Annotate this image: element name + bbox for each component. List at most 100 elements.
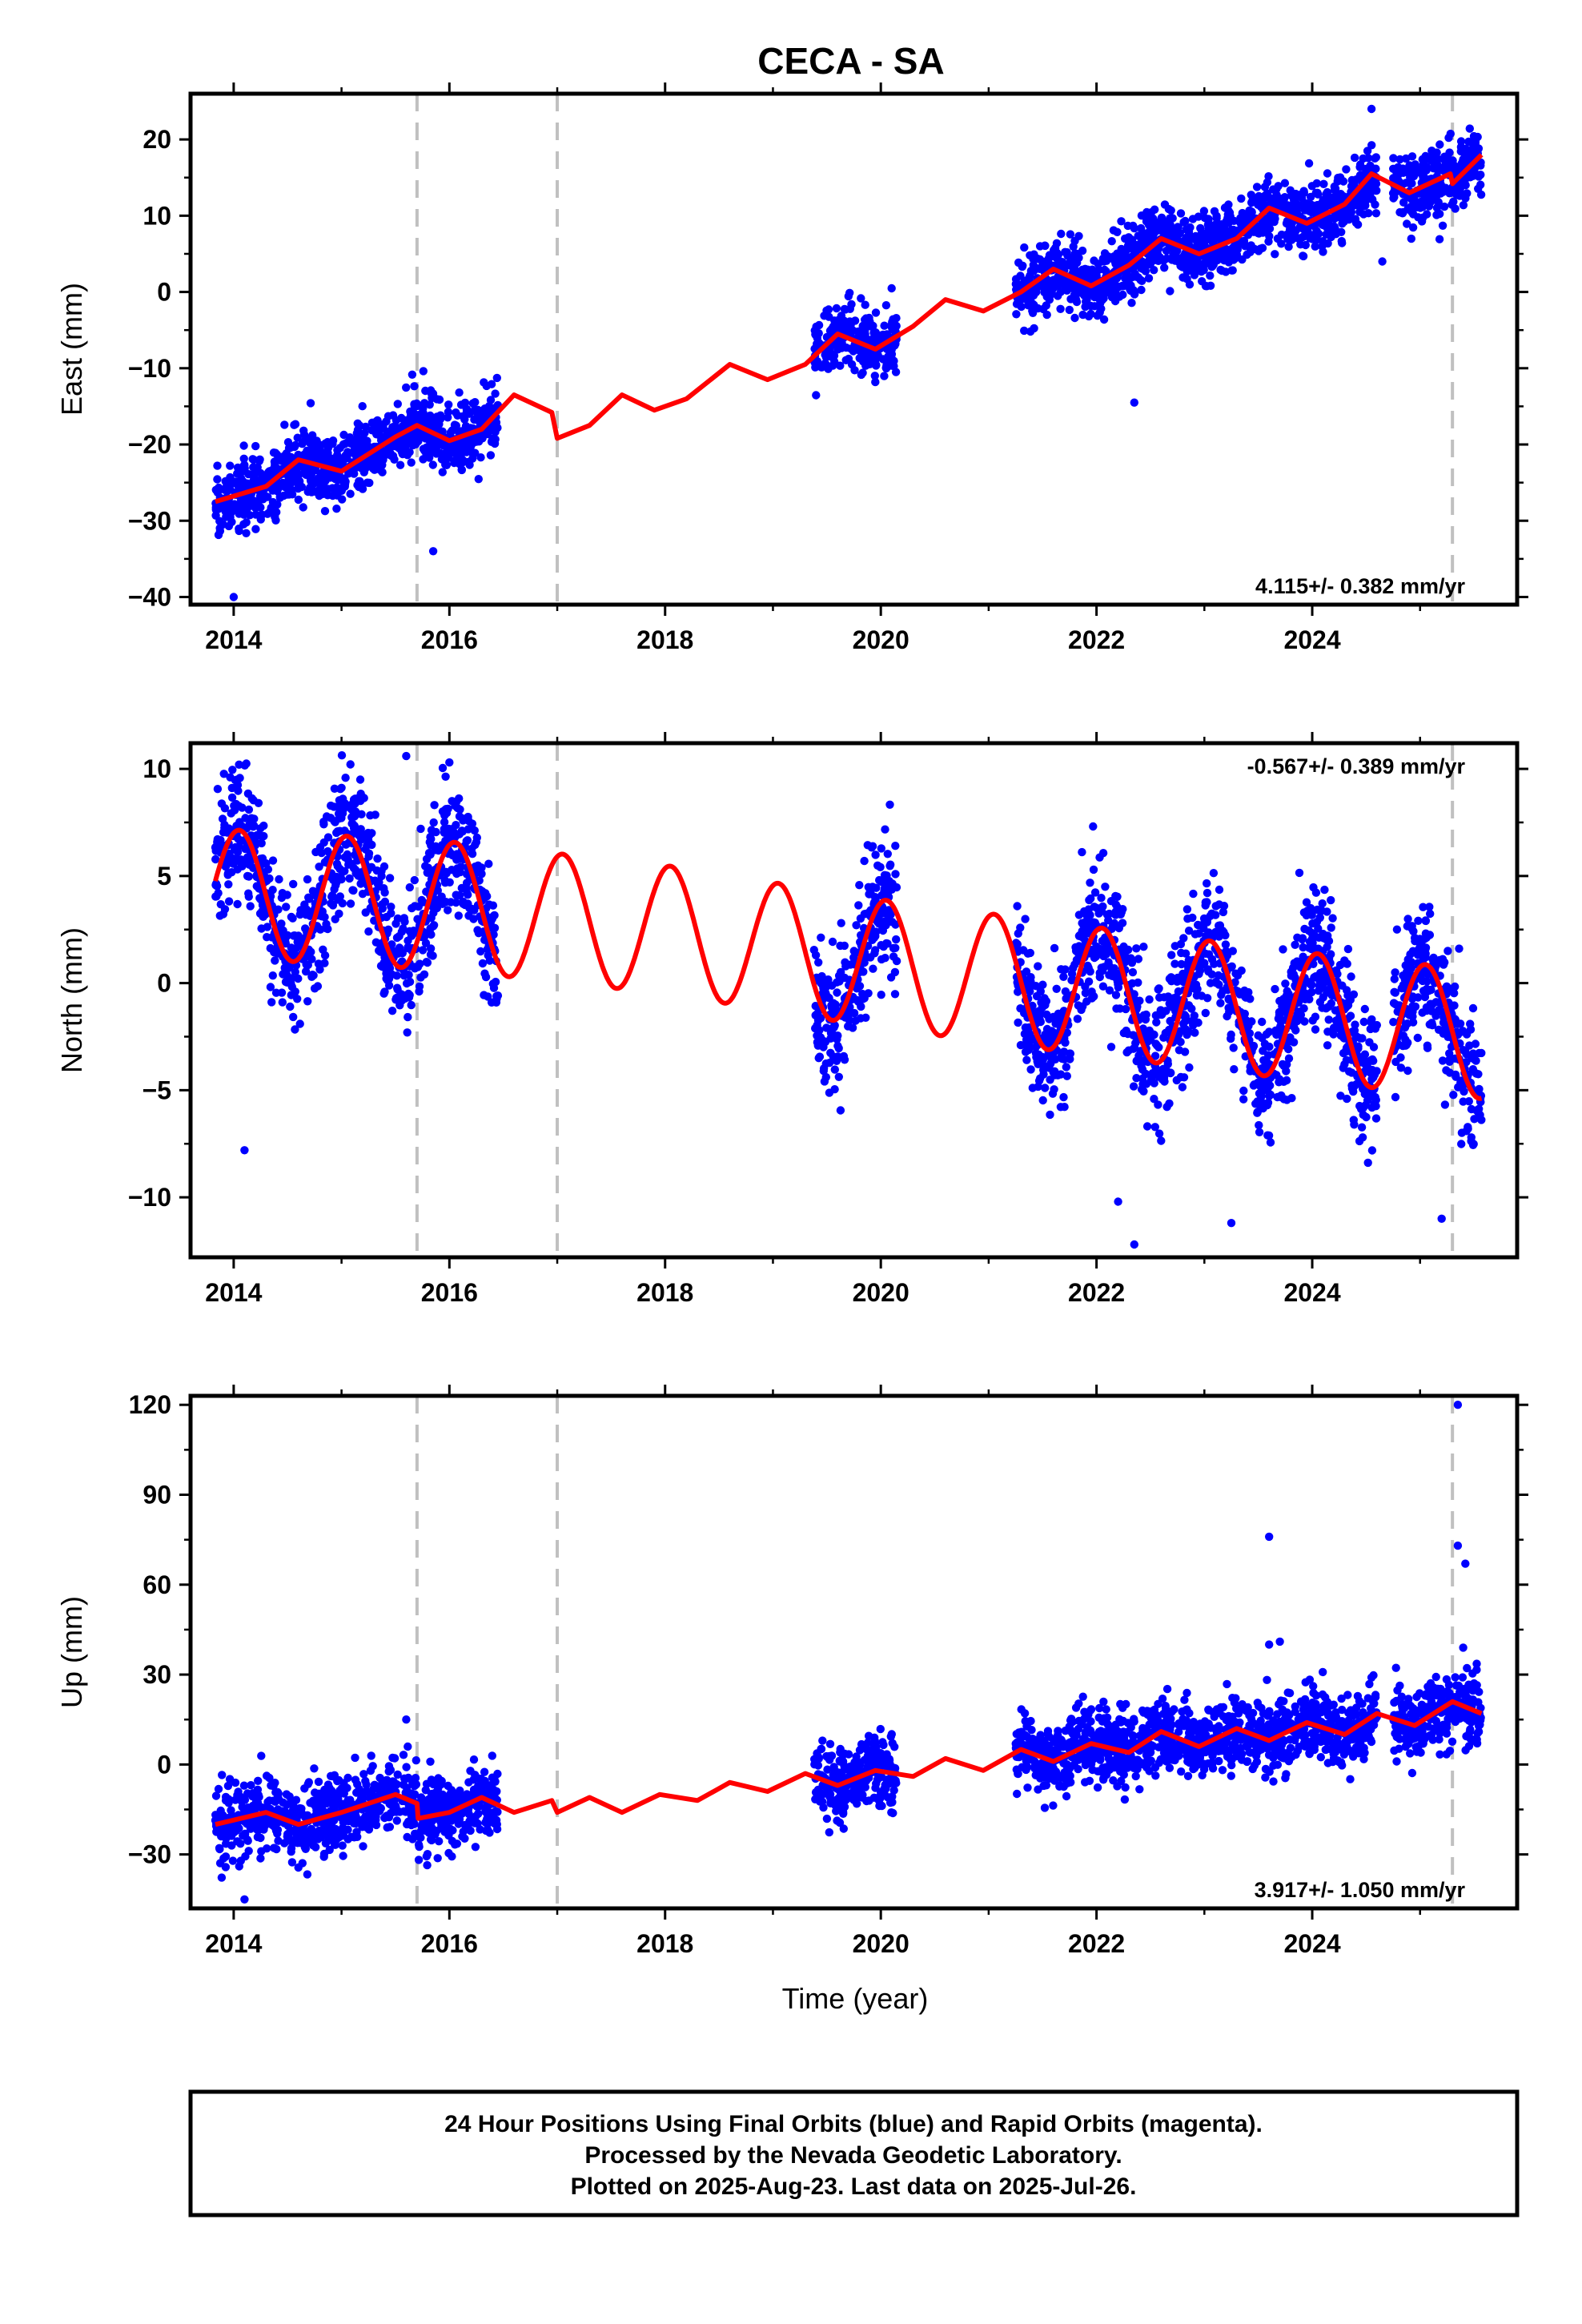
data-point (1163, 992, 1173, 1001)
data-point (1223, 950, 1231, 959)
data-point (387, 940, 396, 949)
data-point (453, 803, 462, 813)
data-point (315, 847, 325, 856)
data-point (361, 908, 370, 917)
data-point (1266, 1081, 1275, 1090)
data-point (1287, 219, 1296, 228)
data-point (1066, 295, 1075, 304)
data-point (314, 443, 323, 452)
data-point (1459, 201, 1468, 210)
data-point (1162, 254, 1171, 263)
data-point (227, 809, 235, 818)
data-point (224, 521, 234, 531)
data-point (1118, 247, 1126, 257)
data-point (327, 801, 335, 810)
data-point (1314, 987, 1323, 995)
data-point (1086, 879, 1094, 887)
data-point (1257, 227, 1267, 236)
data-point (1026, 1065, 1035, 1074)
data-point (826, 1029, 836, 1038)
data-point (1401, 154, 1411, 163)
data-point (892, 321, 901, 331)
data-point (492, 991, 501, 1001)
data-point (1130, 289, 1139, 298)
data-point (1476, 171, 1485, 179)
data-point (1444, 163, 1453, 172)
data-point (346, 489, 355, 498)
data-point (412, 434, 421, 443)
data-point (1363, 1096, 1372, 1105)
data-point (1225, 208, 1235, 217)
data-point (1025, 1043, 1034, 1052)
data-point (1128, 967, 1138, 977)
data-point (1130, 269, 1139, 279)
y-tick-label: 20 (143, 125, 171, 154)
data-point (1275, 1007, 1284, 1017)
data-point (881, 825, 889, 834)
data-point (249, 822, 258, 831)
data-point (1433, 161, 1443, 170)
data-point (328, 901, 338, 910)
data-point (1013, 939, 1022, 949)
data-point (341, 774, 350, 782)
data-point (340, 826, 349, 835)
data-point (1237, 194, 1246, 203)
data-point (1342, 1044, 1351, 1053)
data-point (1026, 948, 1035, 958)
data-point (834, 1072, 844, 1082)
data-point (1098, 902, 1107, 911)
data-point (1316, 968, 1325, 978)
data-point (404, 971, 413, 979)
data-point (211, 854, 220, 864)
data-point (1113, 892, 1122, 902)
data-point (863, 347, 872, 356)
data-point (247, 794, 256, 803)
data-point (1230, 1065, 1239, 1074)
data-point (1306, 903, 1315, 913)
data-point (871, 850, 880, 859)
data-point (1041, 258, 1050, 267)
data-point (227, 793, 237, 802)
data-point (1389, 154, 1398, 163)
data-point (1080, 907, 1089, 916)
data-point (274, 484, 283, 493)
data-point (252, 882, 261, 891)
data-point (368, 464, 378, 473)
data-point (1105, 986, 1114, 995)
data-point (1239, 1086, 1248, 1096)
data-point (404, 936, 412, 945)
data-point (1351, 1020, 1359, 1029)
data-point (215, 502, 224, 512)
data-point (1137, 285, 1146, 295)
data-point (346, 899, 355, 908)
data-point (486, 396, 496, 404)
data-point (1057, 965, 1066, 974)
data-point (1418, 155, 1427, 164)
data-point (1356, 1104, 1366, 1114)
data-point (1098, 936, 1107, 946)
data-point (468, 454, 477, 463)
data-point (263, 468, 273, 477)
data-point (430, 801, 439, 810)
data-point (869, 335, 877, 344)
data-point (1286, 186, 1295, 195)
data-point (1166, 287, 1174, 296)
data-point (289, 1012, 298, 1022)
data-point (811, 1023, 820, 1033)
data-point (1090, 269, 1100, 278)
data-point (1145, 227, 1154, 236)
data-point (1367, 1015, 1376, 1024)
data-point (438, 468, 447, 476)
data-point (1043, 1051, 1052, 1060)
data-point (351, 799, 359, 808)
data-point (452, 821, 460, 830)
data-point (405, 977, 415, 987)
data-point (1263, 189, 1271, 198)
data-point (457, 883, 466, 893)
data-point (1247, 198, 1256, 207)
data-point (1364, 209, 1373, 218)
data-point (1260, 183, 1270, 191)
data-point (330, 885, 339, 894)
data-point (1133, 1002, 1142, 1011)
data-point (821, 359, 829, 368)
